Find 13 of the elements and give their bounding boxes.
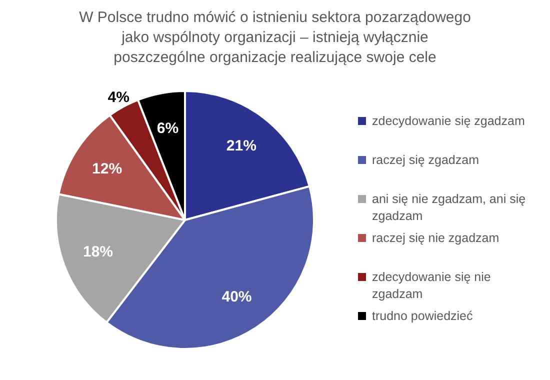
legend-label: ani się nie zgadzam, ani się zgadzam	[372, 192, 526, 223]
data-label: 18%	[82, 244, 114, 261]
data-label: 6%	[156, 120, 179, 137]
data-label: 12%	[92, 160, 122, 178]
legend-label: zdecydowanie się zgadzam	[372, 114, 525, 128]
chart-title: W Polsce trudno mówić o istnieniu sektora pozarządowego jako wspólnoty organizacji – istnieją wyłącznie poszczególne organizacje realizujące swoje cele	[78, 8, 472, 68]
legend-label: trudno powiedzieć	[372, 309, 473, 323]
data-label: 4%	[108, 89, 130, 106]
data-label: 21%	[226, 137, 256, 154]
legend-label: raczej się zgadzam	[372, 153, 479, 167]
legend-label: raczej się nie zgadzam	[372, 231, 500, 245]
data-label: 40%	[222, 288, 252, 306]
legend-label: zdecydowanie się nie zgadzam	[372, 270, 491, 301]
